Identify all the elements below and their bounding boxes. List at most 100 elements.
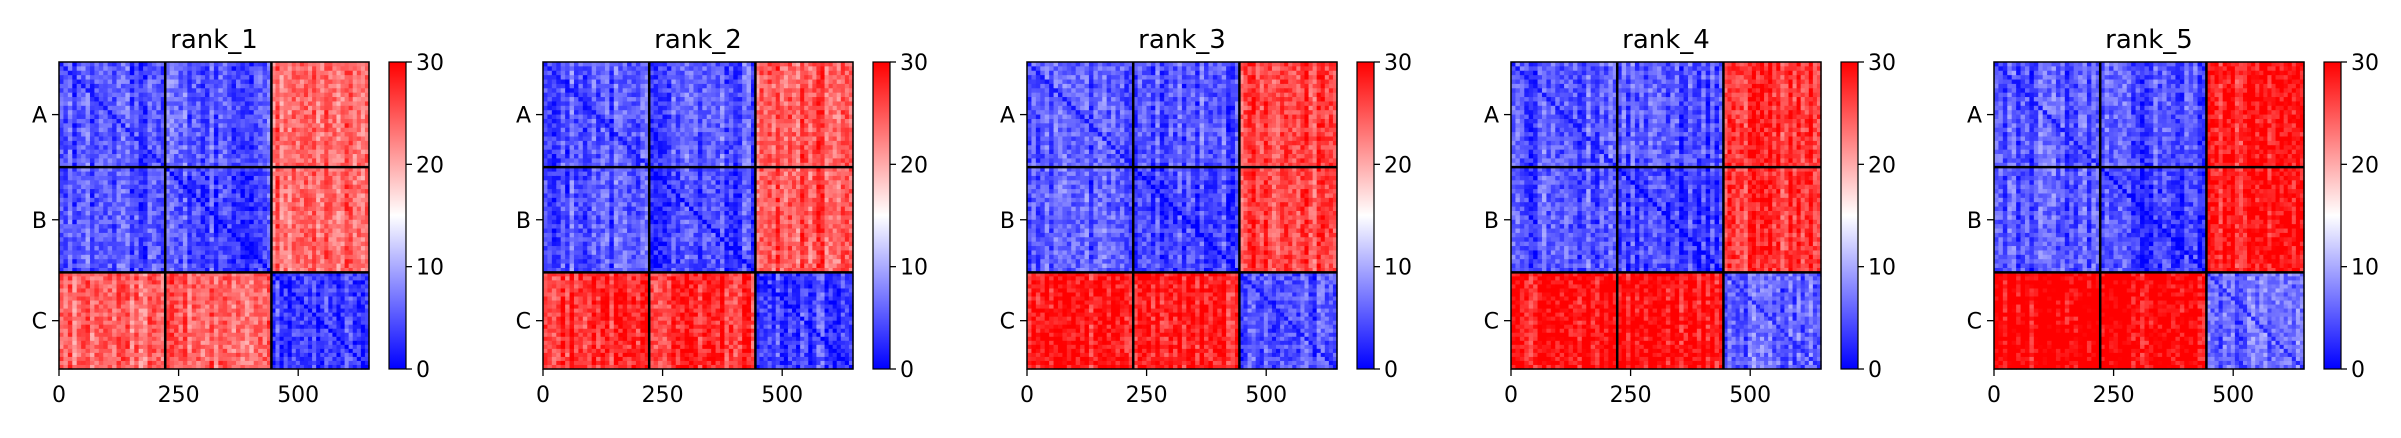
heatmap-cell [108,321,113,326]
heatmap-cell [201,237,206,242]
heatmap-cell [68,276,73,281]
heatmap-cell [280,189,285,194]
heatmap-cell [223,246,228,251]
heatmap-cell [125,75,130,80]
heatmap-cell [170,337,175,342]
heatmap-cell [187,185,192,190]
heatmap-cell [77,337,82,342]
heatmap-cell [134,305,139,310]
heatmap-cell [156,333,161,338]
heatmap-cell [201,80,206,85]
heatmap-cell [263,123,268,128]
heatmap-cell [72,198,77,203]
heatmap-cell [308,80,313,85]
heatmap-cell [328,292,333,297]
heatmap-cell [192,141,197,146]
heatmap-cell [209,250,214,255]
heatmap-cell [214,141,219,146]
heatmap-cell [90,207,95,212]
heatmap-cell [94,349,99,354]
heatmap-cell [125,333,130,338]
heatmap-cell [201,198,206,203]
heatmap-cell [192,119,197,124]
heatmap-cell [130,259,135,264]
heatmap-cell [232,75,237,80]
heatmap-cell [236,259,241,264]
heatmap-cell [328,189,333,194]
heatmap-cell [240,237,245,242]
heatmap-cell [312,93,317,98]
heatmap-cell [130,353,135,358]
heatmap-cell [187,292,192,297]
heatmap-cell [174,106,179,111]
heatmap-cell [192,145,197,150]
heatmap-cell [139,123,144,128]
heatmap-cell [349,297,354,302]
heatmap-cell [90,259,95,264]
heatmap-cell [108,193,113,198]
heatmap-cell [156,128,161,133]
heatmap-cell [59,185,64,190]
heatmap-cell [328,97,333,102]
heatmap-cell [328,321,333,326]
heatmap-cell [227,202,232,207]
heatmap-cell [148,145,153,150]
heatmap-cell [125,198,130,203]
heatmap-cell [292,101,297,106]
heatmap-cell [108,215,113,220]
heatmap-cell [275,333,280,338]
heatmap-cell [345,145,350,150]
heatmap-cell [214,123,219,128]
heatmap-cell [68,71,73,76]
heatmap-cell [296,211,301,216]
heatmap-cell [254,176,259,181]
heatmap-cell [72,321,77,326]
heatmap-cell [72,75,77,80]
heatmap-cell [258,321,263,326]
heatmap-cell [320,123,325,128]
heatmap-cell [345,185,350,190]
heatmap-cell [108,220,113,225]
heatmap-cell [192,242,197,247]
heatmap-cell [332,246,337,251]
heatmap-cell [152,345,157,350]
heatmap-cell [254,66,259,71]
heatmap-cell [320,242,325,247]
heatmap-cell [148,321,153,326]
heatmap-cell [308,211,313,216]
heatmap-cell [187,145,192,150]
heatmap-cell [227,141,232,146]
heatmap-cell [192,357,197,362]
heatmap-cell [324,264,329,269]
heatmap-cell [201,357,206,362]
heatmap-cell [263,246,268,251]
heatmap-cell [205,264,210,269]
heatmap-cell [227,309,232,314]
heatmap-cell [300,321,305,326]
heatmap-cell [86,137,91,142]
heatmap-cell [240,88,245,93]
heatmap-cell [316,80,321,85]
heatmap-cell [236,264,241,269]
heatmap-cell [94,84,99,89]
heatmap-cell [196,246,201,251]
heatmap-cell [320,255,325,260]
heatmap-cell [134,202,139,207]
heatmap-cell [227,185,232,190]
heatmap-cell [192,215,197,220]
heatmap-cell [77,229,82,234]
heatmap-cell [275,154,280,159]
heatmap-cell [152,119,157,124]
heatmap-cell [68,84,73,89]
heatmap-cell [81,292,86,297]
heatmap-cell [178,189,183,194]
heatmap-cell [174,172,179,177]
heatmap-cell [284,75,289,80]
heatmap-cell [187,288,192,293]
heatmap-cell [357,292,362,297]
heatmap-cell [90,313,95,318]
heatmap-cell [72,176,77,181]
heatmap-cell [68,237,73,242]
heatmap-cell [174,288,179,293]
heatmap-cell [125,276,130,281]
